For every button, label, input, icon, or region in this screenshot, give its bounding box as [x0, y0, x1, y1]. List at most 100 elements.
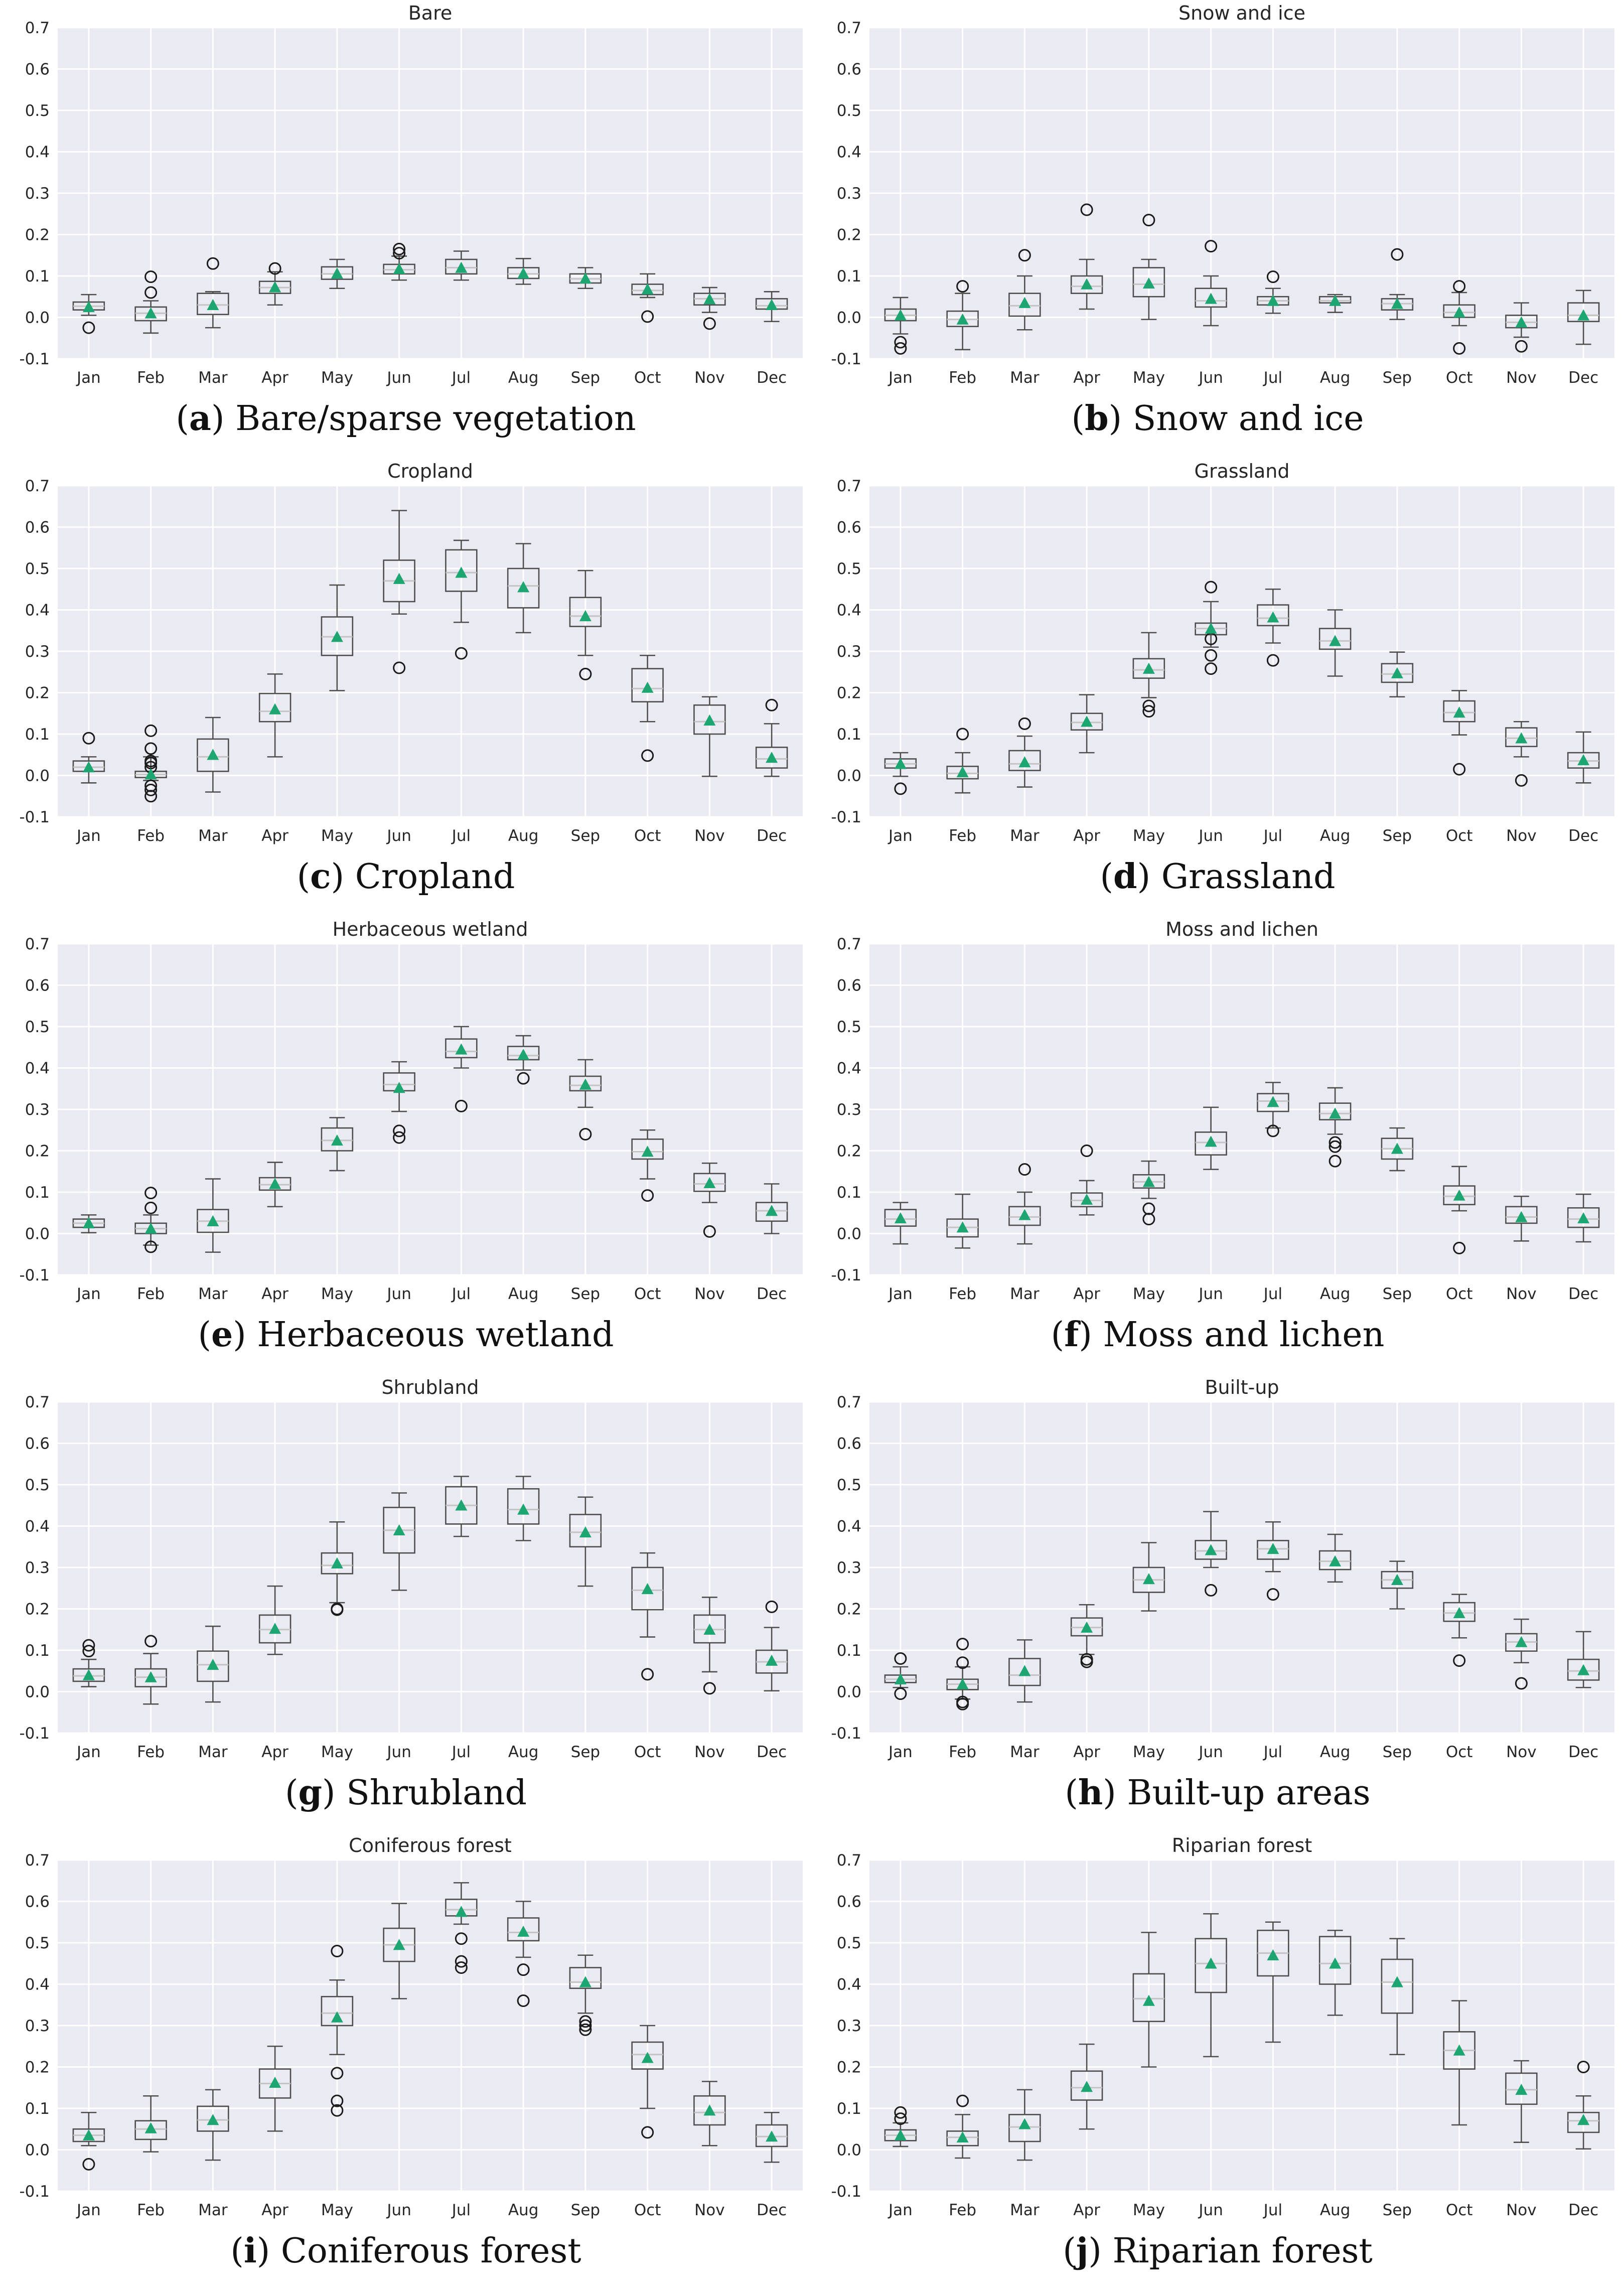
mean-marker — [579, 610, 592, 622]
outlier-point — [641, 2126, 654, 2139]
outlier-point — [393, 1131, 406, 1144]
mean-marker — [1267, 1949, 1279, 1960]
outlier-point — [894, 1687, 907, 1700]
mean-marker — [82, 2129, 95, 2140]
mean-marker — [1018, 2118, 1031, 2129]
box-dec — [755, 1183, 788, 1234]
x-tick-label-jan: Jan — [888, 1285, 913, 1303]
outlier-point — [517, 1963, 530, 1976]
iqr-box — [1505, 315, 1538, 329]
box-nov — [1505, 1195, 1538, 1242]
mean-marker — [641, 1145, 654, 1157]
iqr-box — [445, 258, 478, 275]
box-mar — [1008, 249, 1041, 331]
panel-snow-and-ice: -0.1 0.0 0.1 0.2 0.3 0.4 0.5 0.6 0.7 Jan Feb Mar Apr… — [812, 0, 1623, 458]
iqr-box — [569, 1967, 602, 1989]
chart-title: Riparian forest — [1172, 1834, 1312, 1856]
x-tick-label-dec: Dec — [757, 1285, 787, 1303]
x-tick-label-apr: Apr — [261, 827, 288, 845]
outlier-point — [455, 1961, 468, 1974]
box-jun — [383, 242, 415, 281]
mean-marker — [393, 1082, 405, 1093]
panel-cropland: -0.1 0.0 0.1 0.2 0.3 0.4 0.5 0.6 0.7 Jan Feb Mar Apr… — [0, 458, 812, 916]
mean-marker — [766, 2130, 778, 2142]
x-tick-label-mar: Mar — [198, 2201, 228, 2219]
box-may — [321, 258, 354, 290]
x-tick-label-apr: Apr — [1073, 827, 1100, 845]
box-nov — [693, 1597, 726, 1695]
mean-marker — [144, 307, 157, 319]
mean-marker — [331, 267, 343, 279]
box-feb — [946, 2094, 979, 2159]
outlier-point — [1453, 280, 1466, 293]
x-tick-label-sep: Sep — [1383, 1285, 1412, 1303]
mean-marker — [1577, 1664, 1590, 1675]
y-tick-label: 0.5 — [837, 1934, 861, 1952]
box-jun — [1195, 581, 1227, 675]
box-apr — [1070, 1144, 1103, 1216]
mean-marker — [1453, 1189, 1465, 1201]
mean-marker — [579, 1526, 592, 1538]
mean-marker — [1329, 1555, 1342, 1566]
box-aug — [507, 543, 540, 634]
mean-marker — [1329, 1957, 1342, 1969]
caption-snow-and-ice: (b) Snow and ice — [1071, 398, 1364, 439]
panel-bare: -0.1 0.0 0.1 0.2 0.3 0.4 0.5 0.6 0.7 Jan Feb Mar Apr… — [0, 0, 812, 458]
panel-herbaceous-wetland: -0.1 0.0 0.1 0.2 0.3 0.4 0.5 0.6 0.7 Jan Feb Mar Apr… — [0, 916, 812, 1374]
y-tick-label: 0.3 — [25, 1101, 50, 1119]
outlier-point — [393, 1124, 406, 1137]
y-tick-label: 0.0 — [837, 767, 861, 785]
y-tick-label: 0.0 — [25, 767, 50, 785]
mean-marker — [1018, 756, 1031, 768]
box-jul — [1257, 1521, 1289, 1601]
x-tick-label-mar: Mar — [1010, 1285, 1040, 1303]
box-jul — [445, 1476, 478, 1537]
chart-riparian-forest: -0.1 0.0 0.1 0.2 0.3 0.4 0.5 0.6 0.7 Jan Feb Mar Apr… — [831, 1834, 1614, 2219]
box-dec — [1567, 1193, 1600, 1243]
box-oct — [1443, 2000, 1475, 2126]
x-tick-label-jan: Jan — [888, 1743, 913, 1761]
mean-marker — [703, 293, 716, 305]
chart-title: Bare — [408, 2, 453, 24]
outlier-point — [268, 262, 281, 275]
mean-marker — [82, 301, 95, 313]
mean-marker — [1142, 1994, 1155, 2006]
x-tick-label-aug: Aug — [1320, 369, 1351, 387]
y-tick-label: 0.0 — [25, 1683, 50, 1701]
mean-marker — [1142, 662, 1155, 674]
x-tick-label-mar: Mar — [198, 827, 228, 845]
x-tick-label-jul: Jul — [1263, 1743, 1282, 1761]
x-tick-label-mar: Mar — [1010, 827, 1040, 845]
outlier-point — [517, 1994, 530, 2007]
outlier-point — [144, 783, 158, 796]
iqr-box — [1381, 1958, 1414, 2014]
x-tick-label-may: May — [321, 369, 353, 387]
box-nov — [693, 1162, 726, 1238]
outlier-point — [1391, 248, 1404, 261]
mean-marker — [1515, 1211, 1528, 1222]
iqr-box — [755, 747, 788, 769]
box-jan — [72, 294, 105, 334]
box-mar — [1008, 2089, 1041, 2161]
box-mar — [1008, 1639, 1041, 1703]
mean-marker — [207, 299, 219, 310]
box-jun — [1195, 240, 1227, 327]
iqr-box — [631, 2041, 664, 2070]
outlier-point — [1205, 240, 1218, 253]
box-oct — [631, 1552, 664, 1681]
iqr-box — [1070, 712, 1103, 731]
mean-marker — [956, 1221, 969, 1233]
outlier-point — [703, 1682, 716, 1695]
box-jan — [884, 752, 917, 795]
x-tick-label-apr: Apr — [261, 1285, 288, 1303]
box-feb — [134, 1635, 167, 1705]
y-tick-label: -0.1 — [20, 2183, 50, 2201]
mean-marker — [579, 272, 592, 284]
y-tick-label: 0.2 — [25, 684, 50, 702]
chart-bare: -0.1 0.0 0.1 0.2 0.3 0.4 0.5 0.6 0.7 Jan Feb Mar Apr… — [20, 2, 803, 387]
mean-marker — [766, 752, 778, 763]
x-tick-label-jun: Jun — [386, 1285, 411, 1303]
x-tick-label-mar: Mar — [198, 369, 228, 387]
x-tick-label-sep: Sep — [1383, 2201, 1412, 2219]
y-tick-label: 0.7 — [25, 1851, 50, 1870]
